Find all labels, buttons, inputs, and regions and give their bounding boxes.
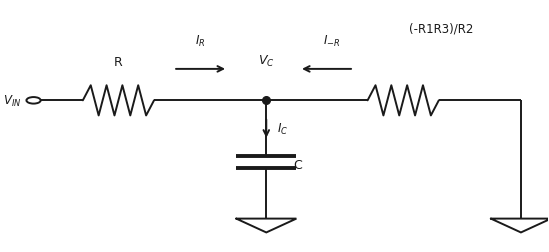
Text: (-R1R3)/R2: (-R1R3)/R2	[408, 23, 473, 36]
Text: $I_C$: $I_C$	[277, 121, 288, 136]
Text: R: R	[114, 55, 123, 68]
Text: $I_{-R}$: $I_{-R}$	[323, 33, 340, 48]
Text: $I_R$: $I_R$	[195, 33, 206, 48]
Text: $V_{IN}$: $V_{IN}$	[3, 93, 22, 108]
Text: $V_C$: $V_C$	[258, 53, 274, 68]
Text: C: C	[294, 158, 302, 171]
